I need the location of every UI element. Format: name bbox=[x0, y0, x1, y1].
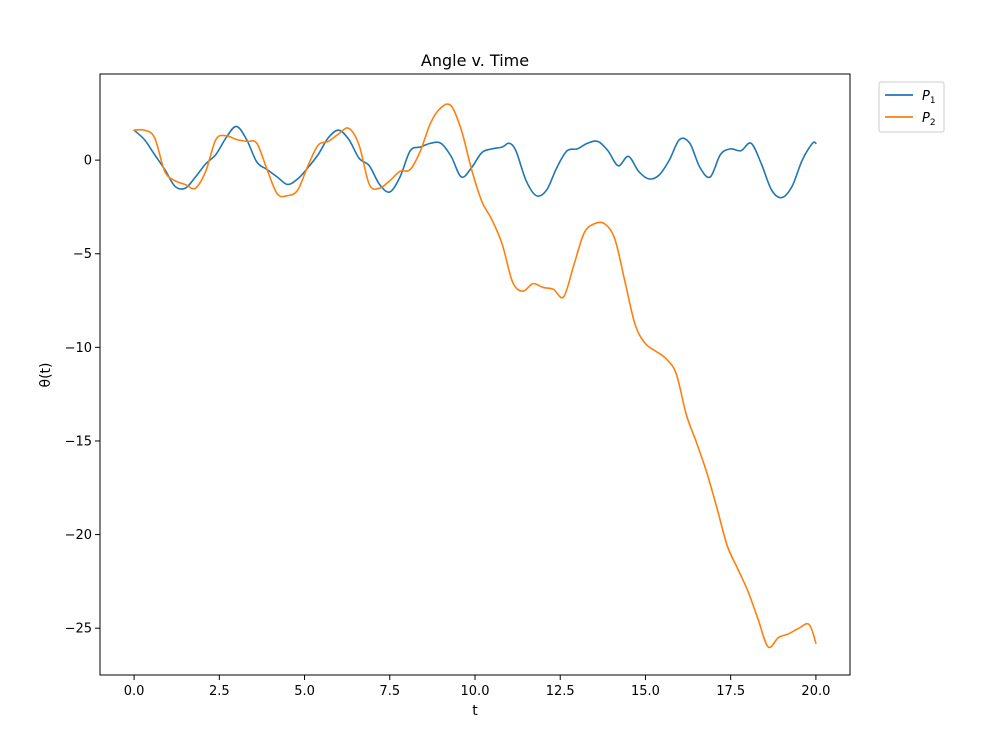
y-tick-label: −10 bbox=[65, 341, 92, 356]
y-tick-label: 0 bbox=[84, 154, 92, 169]
x-tick-label: 15.0 bbox=[631, 684, 660, 699]
x-axis: 0.0 2.5 5.0 7.5 10.0 12.5 15.0 17.5 20.0 bbox=[124, 675, 830, 699]
chart-title: Angle v. Time bbox=[421, 51, 529, 70]
y-axis-label: θ(t) bbox=[38, 363, 54, 388]
y-tick-label: −25 bbox=[65, 622, 92, 637]
legend-label-p1: P1 bbox=[922, 89, 936, 106]
x-tick-label: 2.5 bbox=[209, 684, 230, 699]
plot-area bbox=[99, 73, 851, 676]
y-axis: 0 −5 −10 −15 −20 −25 bbox=[65, 154, 100, 637]
x-tick-label: 10.0 bbox=[461, 684, 490, 699]
x-tick-label: 5.0 bbox=[294, 684, 315, 699]
x-tick-label: 7.5 bbox=[379, 684, 400, 699]
legend-label-p2: P2 bbox=[922, 111, 936, 128]
x-tick-label: 12.5 bbox=[546, 684, 575, 699]
y-tick-label: −20 bbox=[65, 528, 92, 543]
axes-frame bbox=[99, 73, 851, 676]
y-tick-label: −15 bbox=[65, 434, 92, 449]
y-tick-label: −5 bbox=[73, 247, 92, 262]
series-line-p1 bbox=[133, 125, 817, 199]
series-line-p2 bbox=[133, 103, 817, 649]
x-tick-label: 17.5 bbox=[716, 684, 745, 699]
x-tick-label: 20.0 bbox=[801, 684, 830, 699]
x-axis-label: t bbox=[472, 703, 478, 719]
series-layer bbox=[133, 103, 817, 649]
x-tick-label: 0.0 bbox=[124, 684, 145, 699]
